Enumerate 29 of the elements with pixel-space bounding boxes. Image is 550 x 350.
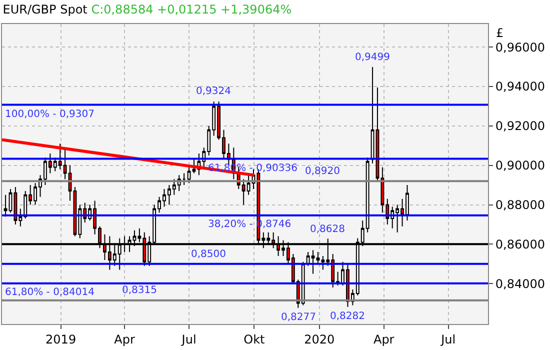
x-tick-label: Apr <box>114 332 136 346</box>
annotation: 0,8277 <box>281 312 316 323</box>
chart-title: EUR/GBP Spot <box>2 2 88 17</box>
annotation: 0,8315 <box>122 285 157 296</box>
x-tick-label: Jul <box>440 332 456 346</box>
y-tick-label: 0,94000 <box>495 80 546 94</box>
y-tick-label: 0,88000 <box>495 198 546 212</box>
x-tick-label: 2019 <box>46 332 76 346</box>
y-tick-label: 0,92000 <box>495 119 546 134</box>
annotation: 0,8282 <box>330 311 365 322</box>
x-tick-label: Okt <box>244 332 266 346</box>
annotation: 61,80% - 0,84014 <box>5 287 94 298</box>
annotation: 0,8920 <box>305 166 340 177</box>
annotation: 0,8628 <box>310 224 345 235</box>
annotation: 0,8500 <box>191 249 226 260</box>
x-tick-label: Apr <box>373 332 394 346</box>
annotation: 100,00% - 0,9307 <box>5 109 94 120</box>
y-axis-title: £ <box>496 26 504 40</box>
y-tick-label: 0,96000 <box>495 40 546 54</box>
annotation: 0,9324 <box>196 86 231 97</box>
candlestick <box>370 66 374 164</box>
x-tick-label: 2020 <box>304 332 335 346</box>
y-tick-label: 0,86000 <box>495 237 546 252</box>
x-tick-label: Jul <box>180 332 196 346</box>
y-tick-label: 0,84000 <box>495 276 546 291</box>
candlestick <box>182 172 186 186</box>
annotation: 0,9499 <box>355 52 390 63</box>
y-tick-label: 0,90000 <box>495 158 546 173</box>
chart-subtitle: C:0,88584 +0,01215 +1,39064% <box>91 2 292 17</box>
